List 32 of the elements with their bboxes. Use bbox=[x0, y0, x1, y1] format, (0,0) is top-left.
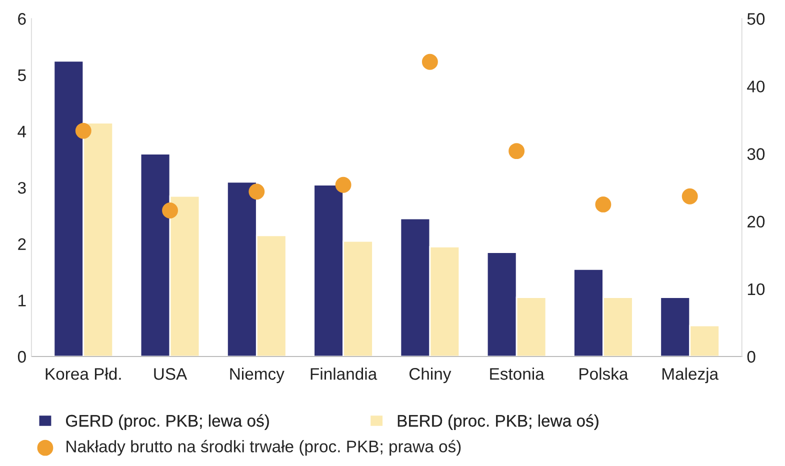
y-tick-label: 2 bbox=[18, 238, 26, 250]
y2-tick-label: 50 bbox=[747, 13, 765, 25]
point bbox=[595, 196, 612, 212]
x-tick-label: Estonia bbox=[490, 368, 544, 380]
y-tick-label: 4 bbox=[18, 126, 26, 138]
y-tick-label: 6 bbox=[18, 13, 26, 25]
point bbox=[75, 122, 92, 139]
x-tick-label: Finlandia bbox=[310, 368, 378, 380]
y-tick-label: 3 bbox=[18, 182, 26, 194]
x-tick-label: Malezja bbox=[662, 368, 719, 384]
y2-tick-label: 40 bbox=[747, 80, 765, 92]
legend-label: Nakłady brutto na środki trwałe (proc. PKB; prawa oś) bbox=[66, 440, 461, 456]
y-tick-label: 1 bbox=[18, 294, 26, 306]
x-tick-label: Korea Płd. bbox=[46, 368, 121, 380]
point bbox=[335, 176, 352, 193]
y2-tick-label: 10 bbox=[748, 283, 765, 296]
point bbox=[248, 184, 265, 200]
legend-label: GERD (proc. PKB; lewa oś) bbox=[66, 414, 269, 430]
y2-tick-label: 20 bbox=[748, 216, 765, 228]
y2-tick-label: 0 bbox=[747, 350, 756, 363]
y-tick-label: 5 bbox=[18, 70, 26, 82]
x-tick-label: USA bbox=[154, 368, 188, 380]
point bbox=[162, 202, 178, 219]
point bbox=[422, 54, 438, 70]
x-tick-label: Niemcy bbox=[230, 368, 284, 384]
x-tick-label: Polska bbox=[580, 368, 628, 380]
y2-tick-label: 30 bbox=[747, 148, 765, 160]
y-tick-label: 0 bbox=[18, 350, 26, 363]
legend-label: BERD (proc. PKB; lewa oś) bbox=[398, 414, 598, 430]
x-tick-label: Chiny bbox=[409, 368, 452, 384]
point bbox=[508, 143, 525, 160]
point bbox=[682, 188, 698, 204]
